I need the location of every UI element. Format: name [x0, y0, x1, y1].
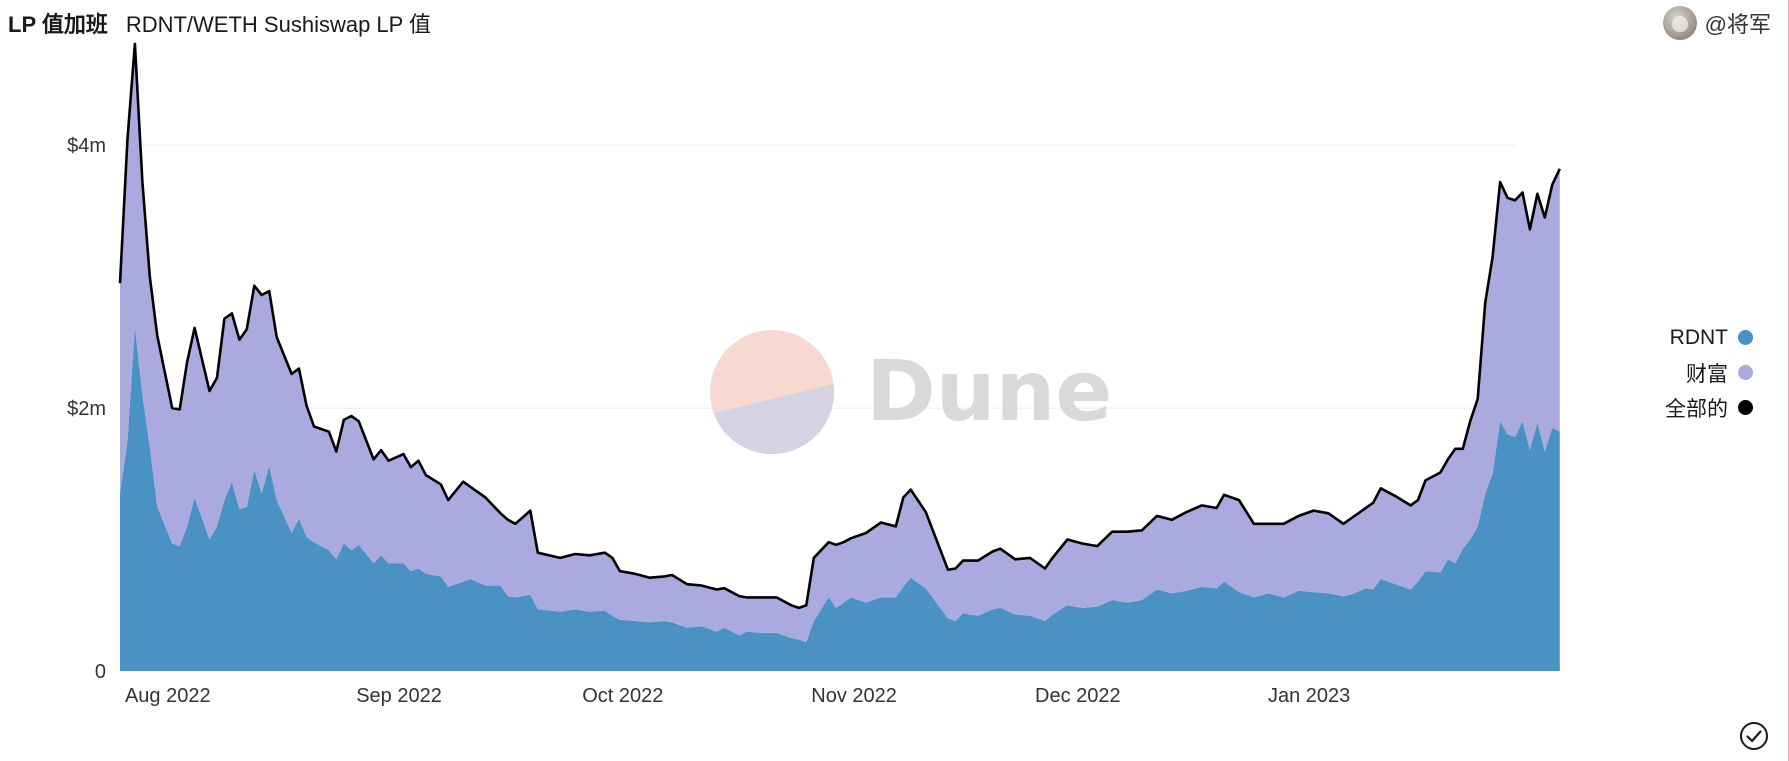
x-tick-label: Nov 2022	[811, 685, 897, 707]
area-layer	[118, 42, 1561, 671]
x-tick-label: Dec 2022	[1035, 685, 1121, 707]
x-tick-label: Oct 2022	[582, 685, 663, 707]
query-title[interactable]: LP 值加班	[8, 12, 108, 37]
series-area-wealth[interactable]	[120, 43, 1560, 643]
legend-item-wealth[interactable]: 财富	[1686, 359, 1753, 386]
legend-swatch	[1738, 330, 1753, 345]
legend-label: 财富	[1686, 362, 1728, 386]
avatar[interactable]	[1662, 6, 1697, 40]
legend-item-total[interactable]: 全部的	[1665, 394, 1753, 421]
chart-legend: RDNT 财富全部的	[1665, 324, 1753, 421]
y-tick-label: $4m	[67, 135, 106, 157]
y-tick-label: 0	[95, 661, 106, 683]
legend-swatch	[1738, 365, 1753, 380]
author-handle[interactable]: @将军	[1704, 12, 1771, 37]
visualization-title: RDNT/WETH Sushiswap LP 值	[125, 12, 432, 37]
series-area-rdnt[interactable]	[120, 326, 1560, 671]
axis-layer: 0 $2m $4m Aug 2022 Sep 2022 Oct 2022 Nov 2022 D…	[67, 135, 1350, 707]
legend-swatch	[1738, 400, 1753, 415]
author-badge[interactable]: @将军	[1662, 4, 1771, 42]
x-tick-label: Sep 2022	[356, 685, 442, 707]
y-tick-label: $2m	[67, 398, 106, 420]
chart-header: LP 值加班 RDNT/WETH Sushiswap LP 值	[8, 6, 431, 40]
dune-watermark-text: Dune	[866, 342, 1112, 440]
x-tick-label: Jan 2023	[1268, 685, 1350, 707]
legend-item-rdnt[interactable]: RDNT	[1670, 324, 1753, 351]
x-tick-label: Aug 2022	[125, 685, 211, 707]
dune-watermark: Dune	[710, 330, 1112, 454]
legend-label: 全部的	[1665, 397, 1728, 421]
legend-label: RDNT	[1669, 325, 1728, 349]
dune-logo-circle	[710, 330, 834, 454]
check-circle-icon[interactable]	[1739, 721, 1769, 751]
series-line-total[interactable]	[118, 42, 1561, 610]
